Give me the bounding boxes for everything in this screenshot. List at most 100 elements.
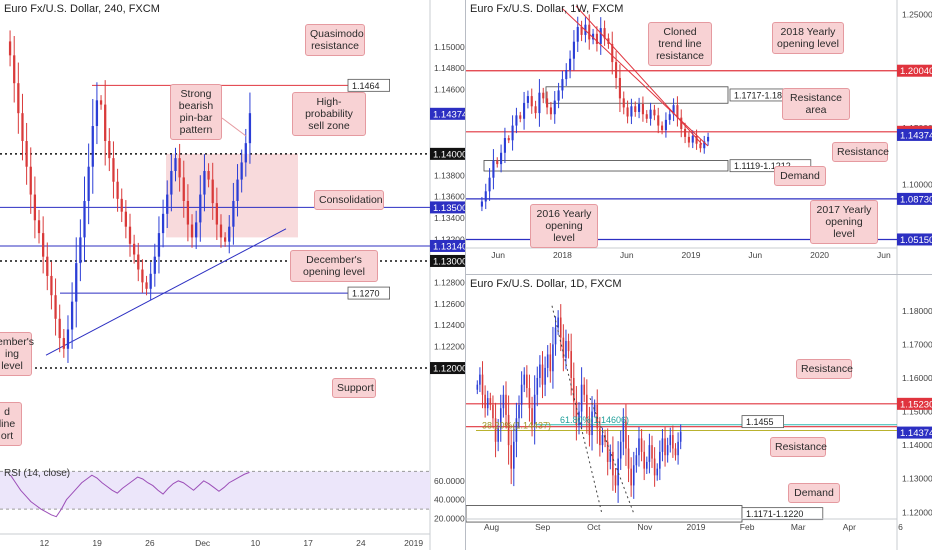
w1-x-tick: 2019 [682,250,701,260]
d1-candle [580,384,583,412]
d1-candle [632,465,635,486]
d1-candle [489,398,492,405]
w1-candle [684,128,687,137]
h4-y-tick: 1.12800 [434,277,465,287]
w1-candle [599,28,602,44]
h4-y-tick: 1.13800 [434,170,465,180]
w1-candle [534,106,537,114]
d1-candle [643,451,645,469]
w1-candle [664,119,667,131]
w1-candle [553,100,556,115]
w1-price-tag-4: 1.05150 [900,235,932,246]
d1-candle [570,351,572,378]
h4-x-tick: Dec [195,538,211,548]
d1-candle [659,451,661,469]
w1-candle [565,70,568,80]
h4-price-tag-0: 1.14374 [433,109,465,120]
h4-candle [99,100,103,105]
d1-candle [653,458,656,476]
w1-candle [699,143,702,149]
d1-candle [492,404,494,419]
d1-candle [479,374,481,385]
h4-candle [248,113,252,144]
w1-candle [703,141,706,149]
d1-y-tick: 1.14000 [902,440,932,450]
w1-candle [519,115,522,119]
w1-candle [569,58,572,71]
d1-price-tag-0-bg [897,397,932,410]
h4-candle [157,233,161,257]
w1-candle [687,136,690,143]
w1-candle [492,160,495,178]
d1-candle [596,404,599,429]
h4-candle [223,237,227,242]
d1-candle [520,384,523,405]
d1-candle [609,451,612,462]
h4-candle [174,158,177,171]
w1-x-tick: 2018 [553,250,572,260]
d1-price-tag-1-bg [897,426,932,439]
w1-candle [546,98,549,108]
d1-candle [557,317,559,328]
h4-candle [13,55,16,84]
h4-x-tick: 2019 [404,538,423,548]
callout-edge-left-1: ember's ing level [0,332,34,376]
callout-consolidation: Consolidation [314,190,384,210]
d1-candle [645,461,648,469]
w1-chart-svg[interactable]: 1.1717-1.18621.1119-1.12121.250001.20000… [466,0,932,274]
h4-candle [25,141,28,167]
d1-candle [586,394,588,419]
d1-candle [638,438,640,456]
w1-candle [538,92,541,114]
h4-price-tag-1: 1.14000 [433,149,465,160]
d1-candle [481,374,484,395]
d1-fib-connector-b [589,397,635,515]
h4-candle [170,170,173,195]
h4-candle [17,83,20,114]
d1-candle [664,438,666,456]
d1-y-tick: 1.15000 [902,407,932,417]
w1-candle [507,138,510,141]
d1-price-tag-0: 1.15230 [900,399,932,410]
callout-2016-yearly: 2016 Yearly opening level [530,204,598,248]
w1-price-tag-2-bg [897,128,932,141]
w1-candle [496,160,499,165]
h4-candle [161,213,165,234]
panel-divider-horizontal [466,274,932,275]
h4-chart-svg[interactable]: 1.1464 1.1270 1.15000 1.14800 1.14600 1.14000… [0,0,465,550]
d1-candle [546,354,549,368]
h4-candle [211,179,214,204]
w1-candle [488,177,491,192]
d1-chart-svg[interactable]: 61.80%(1.14606) 38.20%(1.14437) 1.1455 1.11… [466,275,932,550]
callout-d1-demand: Demand [788,483,840,503]
h4-price-tag-3: 1.13140 [433,241,465,252]
w1-candle [680,117,683,129]
h4-candle [219,224,223,238]
h4-price-tag-0-bg [430,107,465,120]
w1-zone-label-0: 1.1717-1.1862 [734,90,792,100]
h4-price-tag-1-bg [430,147,465,160]
w1-price-tag-4-bg [897,233,932,246]
h4-rsi-line [10,471,250,518]
d1-candle [661,438,664,452]
d1-x-tick: Apr [843,522,856,532]
d1-candle [507,414,510,446]
w1-x-tick: Jun [877,250,891,260]
w1-candle [530,96,533,107]
h4-price-tag-4-bg [430,254,465,267]
d1-candle [669,435,672,446]
d1-chart-title: Euro Fx/U.S. Dollar, 1D, FXCM [470,278,622,290]
h4-candle [83,200,86,238]
d1-chart-panel[interactable]: 61.80%(1.14606) 38.20%(1.14437) 1.1455 1.11… [466,275,932,550]
h4-candle [132,243,136,255]
d1-zone-label-1: 1.1171-1.1220 [746,509,803,519]
w1-trend-line-b [575,5,703,145]
d1-candle [614,475,617,486]
h4-candle [228,226,231,242]
h4-candle [112,158,115,182]
h4-chart-panel[interactable]: 1.1464 1.1270 1.15000 1.14800 1.14600 1.14000… [0,0,465,550]
w1-candle [645,114,648,119]
h4-candle [236,179,239,201]
w1-candle [630,106,633,117]
w1-chart-panel[interactable]: 1.1717-1.18621.1119-1.12121.250001.20000… [466,0,932,274]
